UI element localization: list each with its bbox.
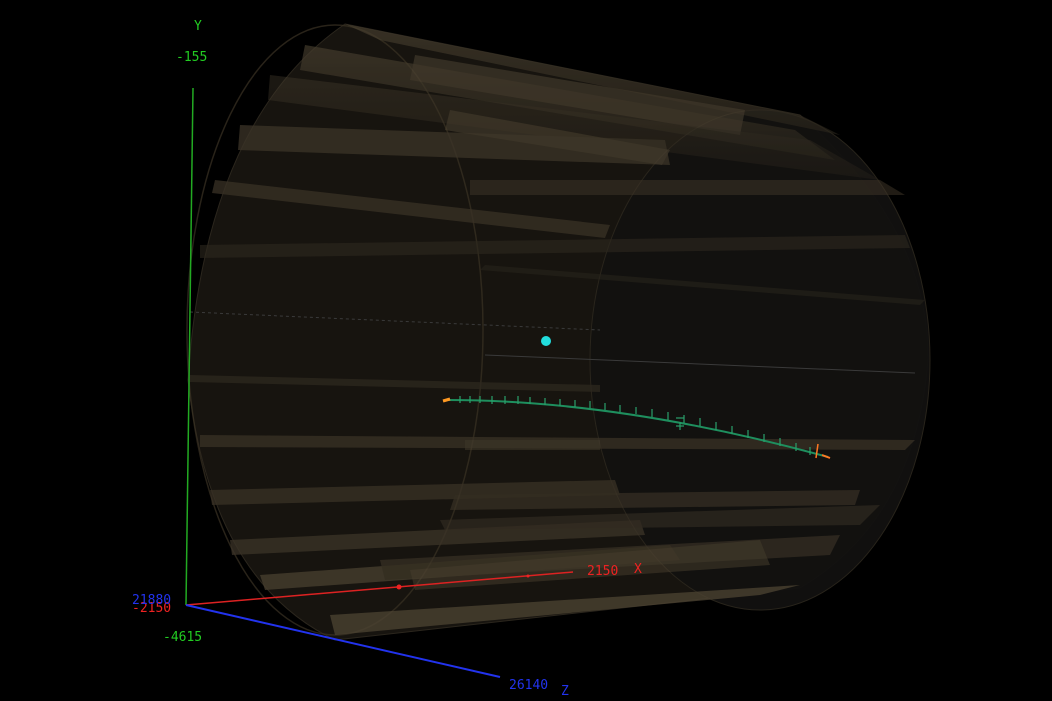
track-hits [459, 396, 811, 455]
primary-vertex-marker[interactable] [541, 336, 551, 346]
y-axis-max-label: -155 [176, 50, 208, 65]
z-axis-line [185, 604, 501, 678]
x-axis-max-label: 2150 [587, 564, 619, 579]
x-axis-marker [526, 574, 530, 578]
particle-track[interactable] [442, 396, 831, 459]
z-axis-min-label: 21880 [132, 593, 172, 608]
x-axis-name: X [634, 562, 642, 577]
axes [185, 87, 574, 678]
x-axis-min-label: -2150 [132, 601, 172, 616]
track-start-marker [442, 397, 451, 403]
y-axis-name: Y [194, 19, 202, 34]
x-axis-line [185, 571, 574, 606]
track-end-marker [815, 443, 819, 459]
cylinder-staves [190, 24, 925, 635]
x-axis-marker [396, 584, 402, 590]
z-axis-max-label: 26140 [509, 678, 549, 693]
detector-cylinder [186, 23, 931, 641]
z-axis-name: Z [561, 684, 569, 699]
track-line [446, 399, 829, 458]
y-axis-min-label: -4615 [163, 630, 203, 645]
y-axis-line [185, 87, 194, 606]
